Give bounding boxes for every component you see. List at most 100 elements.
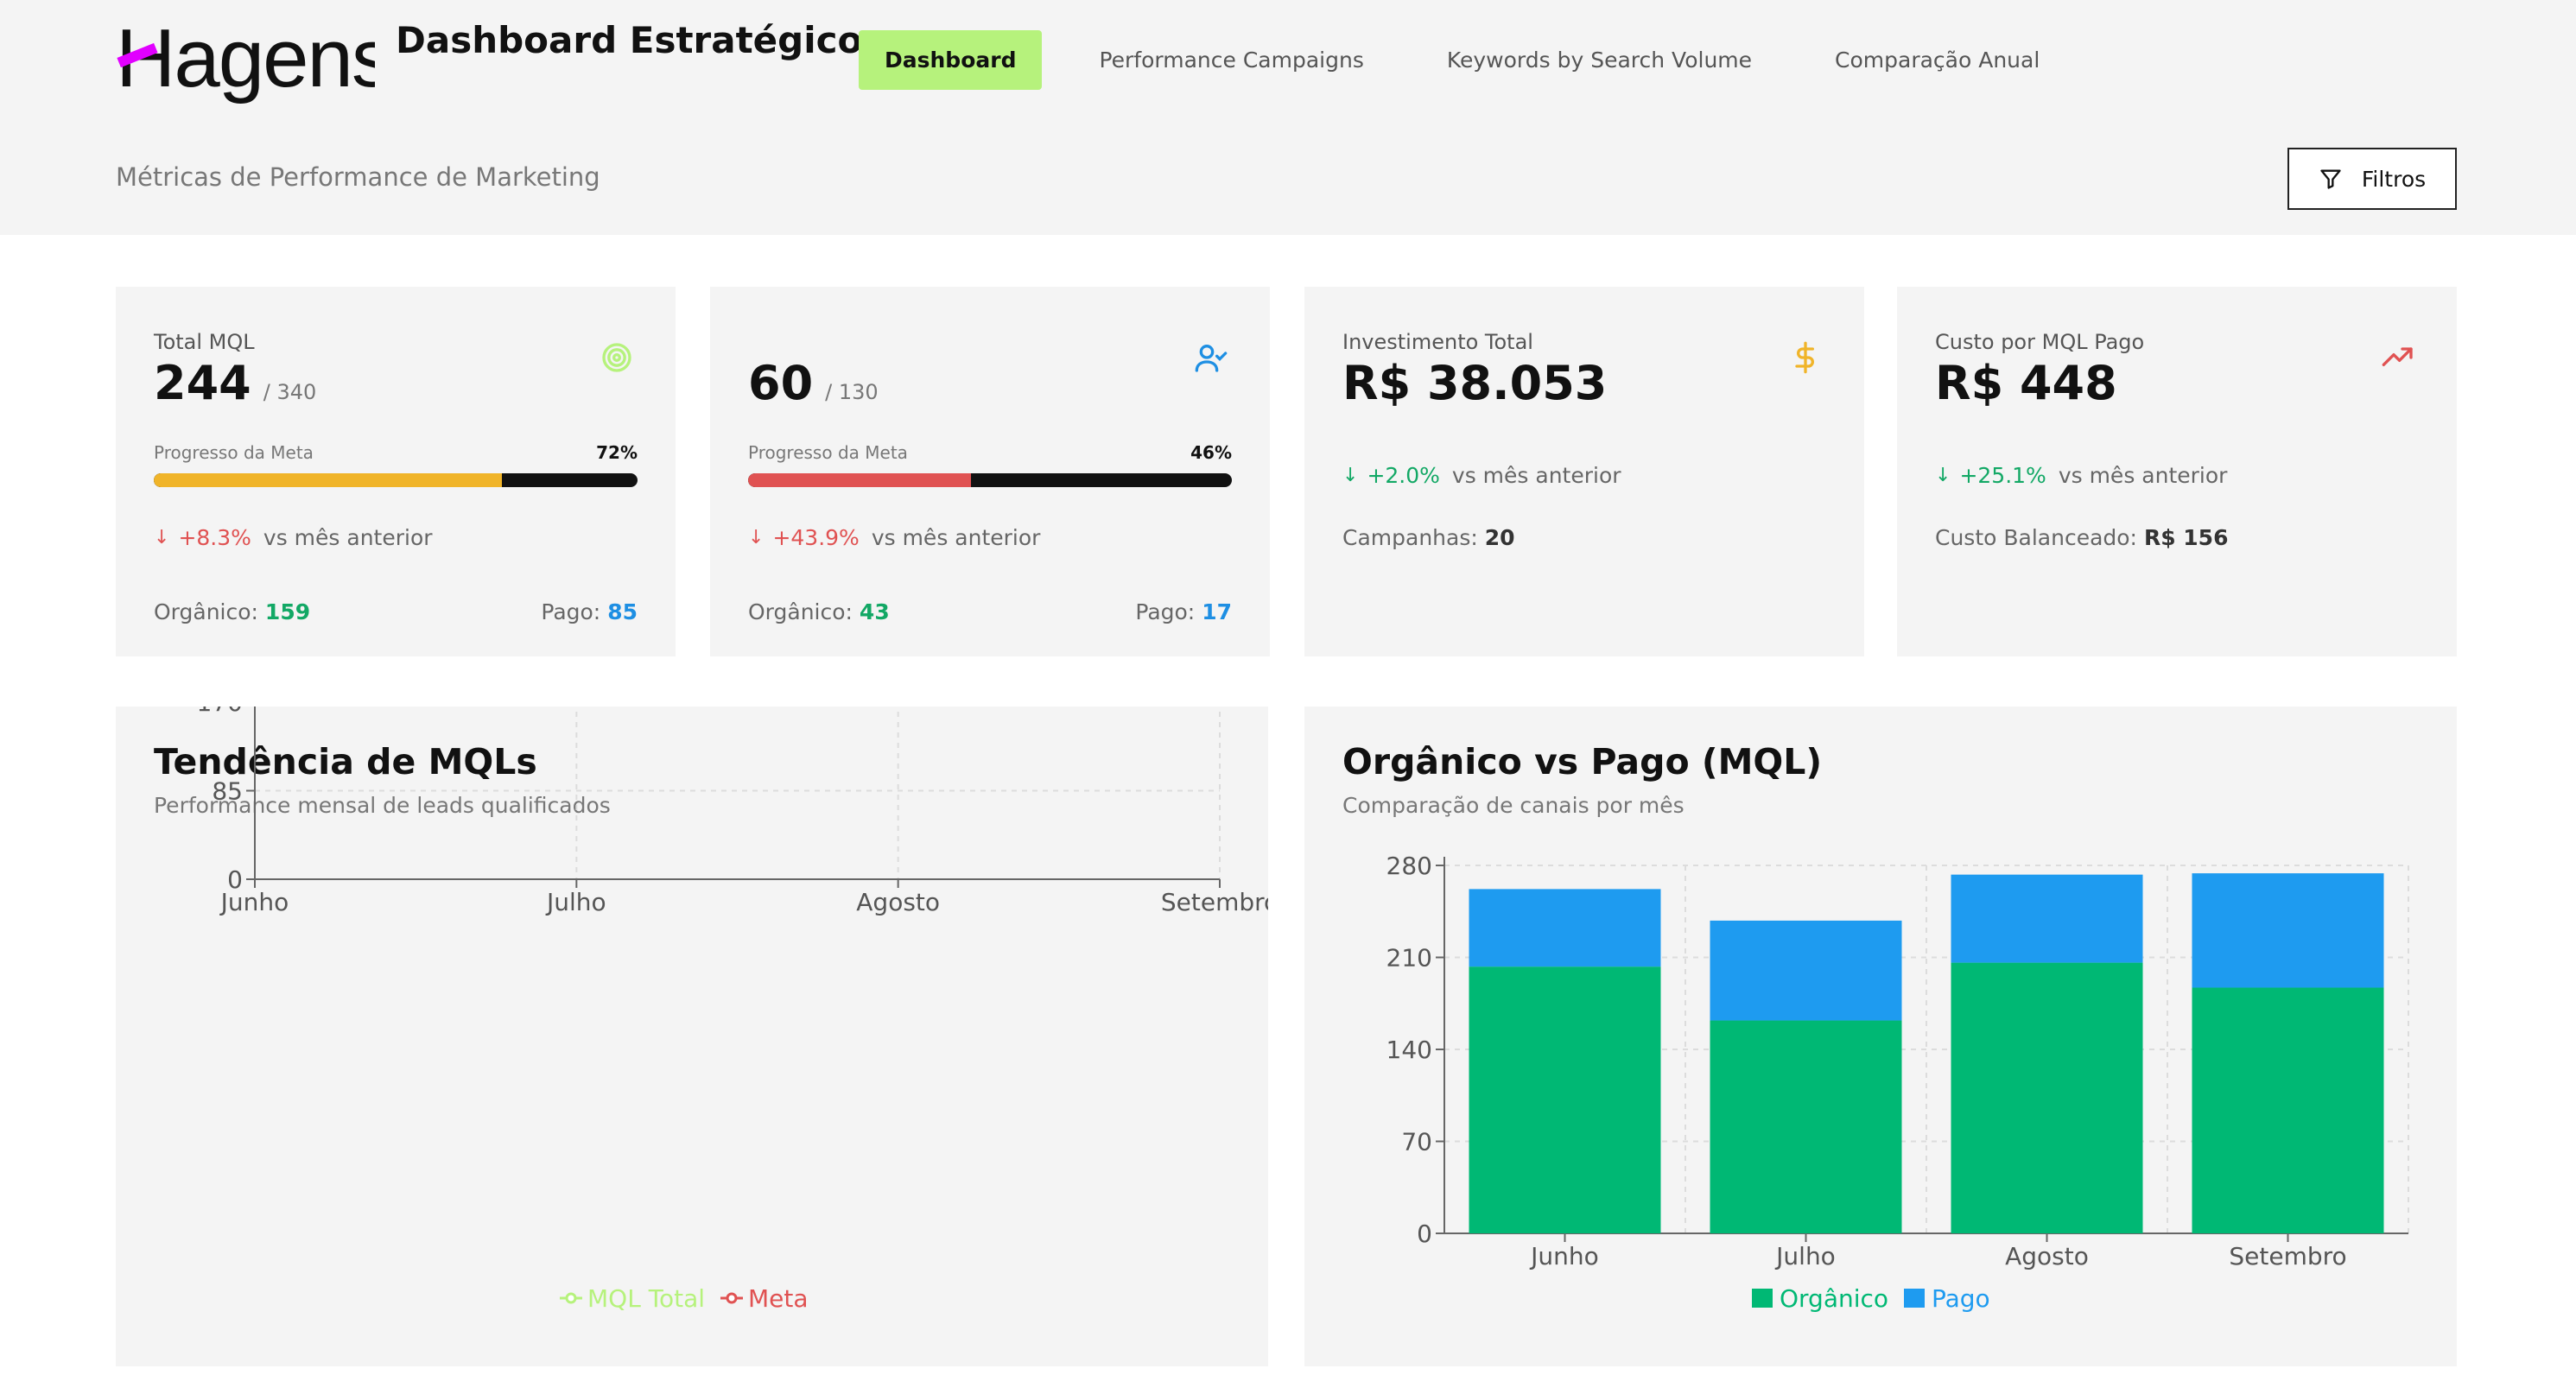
kpi-label: Total MQL [154,330,255,354]
page-subtitle: Métricas de Performance de Marketing [116,162,600,192]
progress-bar [154,473,638,487]
tab-dashboard[interactable]: Dashboard [859,30,1043,90]
y-tick-label: 210 [1386,944,1432,973]
progress-label: Progresso da Meta [748,442,908,463]
tab-keywords[interactable]: Keywords by Search Volume [1446,48,1753,73]
y-tick-label: 140 [1386,1036,1432,1064]
app-title: Dashboard Estratégico [396,19,863,61]
kpi-value-group: 244 / 340 [154,356,316,410]
channel-bar-chart: 0 70 140 210 280 Junho Julho Agosto Setembro Orgâ… [1386,852,2409,1313]
x-tick-label: Junho [1529,1242,1599,1270]
x-tick-label: Agosto [856,888,940,916]
x-tick-label: Julho [545,888,606,916]
bar-paid [1951,874,2143,963]
kpi-target: / 130 [825,380,879,404]
y-tick-label: 170 [197,707,243,717]
kpi-value-group: R$ 448 [1935,356,2117,410]
delta-text: vs mês anterior [1451,463,1621,488]
x-tick-label: Junho [219,888,289,916]
progress-fill [748,473,971,487]
kpi-card-mql-paid: 60 / 130 Progresso da Meta 46% ↓ +43.9% v… [710,287,1270,656]
kpi-label: Investimento Total [1342,330,1533,354]
kpi-value: 60 [748,356,814,410]
tab-performance-campaigns[interactable]: Performance Campaigns [1099,48,1364,73]
kpi-value: R$ 38.053 [1342,356,1608,410]
kpi-value: R$ 448 [1935,356,2117,410]
svg-text:Hagens: Hagens [116,12,375,105]
balanced-cost-value: R$ 156 [2143,525,2229,550]
paid-count: Pago: 17 [1135,599,1232,624]
legend-paid-label: Pago [1932,1284,1990,1313]
organic-label: Orgânico: [748,599,853,624]
progress-fill [154,473,503,487]
legend-mql-total-label: MQL Total [587,1284,705,1313]
chart-title: Orgânico vs Pago (MQL) [1342,741,1823,783]
organic-count: Orgânico: 159 [154,599,310,624]
kpi-label: Custo por MQL Pago [1935,330,2145,354]
arrow-down-icon: ↓ [1935,465,1951,486]
y-tick-label: 85 [212,777,243,806]
user-check-icon [1195,345,1228,372]
tab-annual-comparison[interactable]: Comparação Anual [1835,48,2040,73]
kpi-card-total-mql: Total MQL 244 / 340 Progresso da Meta 72%… [116,287,676,656]
dollar-icon [1795,341,1814,374]
delta-text: vs mês anterior [263,525,433,550]
campaign-label: Campanhas: [1342,525,1478,550]
filters-button[interactable]: Filtros [2287,148,2457,210]
x-tick-label: Julho [1774,1242,1836,1270]
progress-label: Progresso da Meta [154,442,314,463]
organic-value: 43 [859,599,890,624]
y-tick-label: 0 [227,865,243,894]
delta-value: +8.3% [178,525,251,550]
chart-subtitle: Comparação de canais por mês [1342,793,1685,818]
progress-bar [748,473,1232,487]
chart-subtitle: Performance mensal de leads qualificados [154,793,611,818]
campaign-value: 20 [1484,525,1515,550]
paid-label: Pago: [541,599,601,624]
brand-logo[interactable]: Hagens [116,12,375,107]
delta-text: vs mês anterior [871,525,1041,550]
delta-row: ↓ +43.9% vs mês anterior [748,525,1040,550]
y-tick-label: 280 [1386,852,1432,880]
bar-organic [2192,987,2384,1233]
progress-percent: 46% [1190,442,1232,463]
y-tick-label: 70 [1401,1128,1432,1156]
organic-label: Orgânico: [154,599,258,624]
delta-row: ↓ +2.0% vs mês anterior [1342,463,1621,488]
arrow-down-icon: ↓ [1342,465,1359,486]
campaign-count: Campanhas: 20 [1342,525,1515,550]
delta-value: +43.9% [772,525,860,550]
organic-count: Orgânico: 43 [748,599,890,624]
x-tick-label: Agosto [2005,1242,2089,1270]
paid-count: Pago: 85 [541,599,638,624]
chart-title: Tendência de MQLs [154,741,537,783]
arrow-down-icon: ↓ [748,527,765,548]
legend-organic-label: Orgânico [1780,1284,1888,1313]
x-tick-label: Setembro [2229,1242,2346,1270]
progress-percent: 72% [596,442,638,463]
filter-icon [2320,169,2341,189]
channel-chart-card: Orgânico vs Pago (MQL) Comparação de can… [1304,707,2457,1366]
legend-meta-label: Meta [748,1284,809,1313]
header: Hagens Dashboard Estratégico Dashboard P… [0,0,2576,235]
bar-organic [1710,1020,1902,1233]
legend-paid-swatch [1904,1289,1925,1308]
legend-meta-dot [726,1292,738,1304]
legend-mql-total-dot [565,1292,577,1304]
balanced-cost-label: Custo Balanceado: [1935,525,2137,550]
mql-trend-chart: 085170255340JunhoJulhoAgostoSetembroMQL … [197,707,1268,1313]
y-tick-label: 0 [1417,1220,1432,1248]
delta-row: ↓ +25.1% vs mês anterior [1935,463,2227,488]
paid-value: 85 [607,599,638,624]
paid-label: Pago: [1135,599,1196,624]
arrow-down-icon: ↓ [154,527,170,548]
delta-row: ↓ +8.3% vs mês anterior [154,525,433,550]
bar-organic [1951,962,2143,1233]
trending-up-icon [2382,347,2413,366]
bar-paid [1710,920,1902,1021]
kpi-value: 244 [154,356,251,410]
kpi-card-cost-per-mql: Custo por MQL Pago R$ 448 ↓ +25.1% vs mê… [1897,287,2457,656]
kpi-target: / 340 [263,380,317,404]
paid-value: 17 [1202,599,1232,624]
kpi-value-group: 60 / 130 [748,356,879,410]
